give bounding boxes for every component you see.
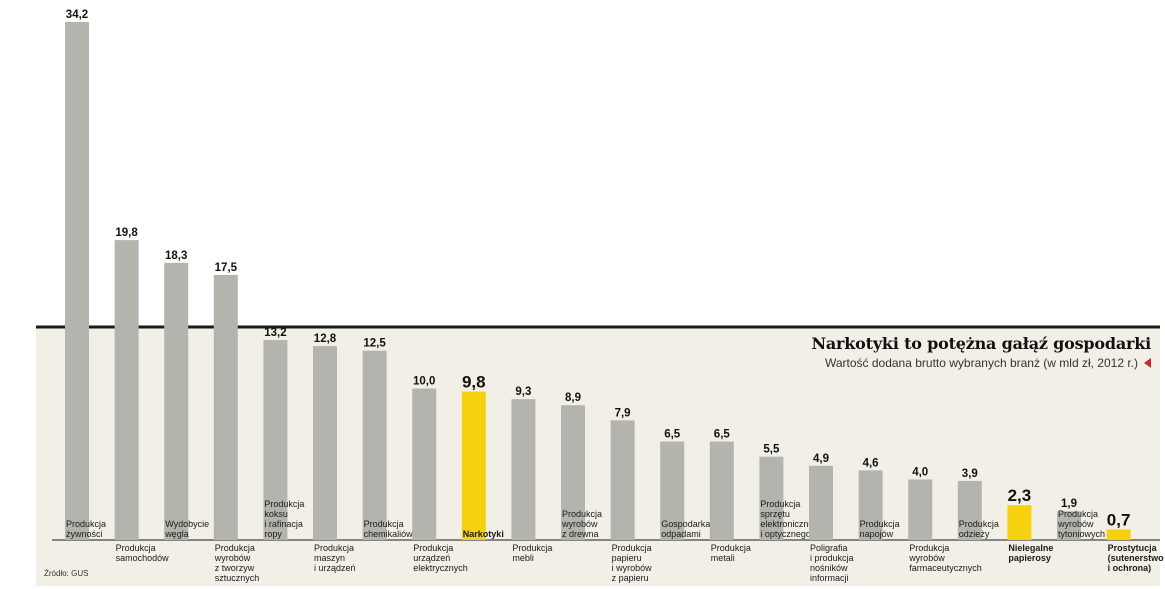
value-label-9: 9,8 [462,373,486,392]
value-label-8: 10,0 [413,376,435,388]
value-label-1: 34,2 [66,9,88,21]
category-label-18: Produkcja wyrobów farmaceutycznych [908,543,982,573]
value-label-16: 4,9 [813,453,829,465]
bar-14 [709,441,734,540]
category-label-13: Gospodarka odpadami [661,519,710,539]
chart-subtitle-row: Wartość dodana brutto wybranych branż (w… [811,356,1151,370]
value-label-12: 7,9 [615,407,631,419]
bar-8 [412,388,437,540]
title-block: Narkotyki to potężna gałąź gospodarki Wa… [811,334,1151,370]
bar-9 [461,391,486,540]
bar-16 [809,465,833,540]
bar-2 [114,240,139,540]
bar-11 [561,405,585,540]
triangle-pointer-icon [1144,358,1151,368]
bars-layer: 34,2 Produkcja żywności 19,8 Produkcja samoch… [65,9,1164,583]
category-label-11: Produkcja wyrobów z drewna [561,509,602,539]
bar-6 [313,346,337,540]
chart-subtitle: Wartość dodana brutto wybranych branż (w… [824,356,1138,370]
bar-19 [957,480,982,540]
category-label-16: Poligrafia i produkcja nośników informacji [810,543,854,583]
bar-18 [908,479,933,540]
value-label-19: 3,9 [962,468,978,480]
value-label-10: 9,3 [515,386,531,398]
value-label-20: 2,3 [1008,486,1032,505]
value-label-13: 6,5 [664,429,681,441]
chart-title: Narkotyki to potężna gałąź gospodarki [811,334,1151,353]
category-label-20: Nielegalne papierosy [1008,543,1053,563]
category-label-2: Produkcja samochodów [116,543,170,563]
value-label-3: 18,3 [165,250,187,262]
category-label-21: Produkcja wyrobów tytoniowych [1057,509,1105,539]
category-label-7: Produkcja chemikaliów [364,519,414,539]
bar-13 [660,441,685,540]
bar-20 [1007,505,1032,540]
bar-1 [65,22,89,540]
value-label-7: 12,5 [363,338,386,350]
category-label-10: Produkcja mebli [512,543,552,563]
value-label-21: 1,9 [1061,498,1077,510]
value-label-5: 13,2 [264,327,286,339]
category-label-14: Produkcja metali [711,543,751,563]
value-label-22: 0,7 [1107,510,1131,529]
category-label-22: Prostytucja (sutenerstwo i ochrona) [1108,543,1165,573]
category-label-12: Produkcja papieru i wyrobów z papieru [612,543,653,583]
category-label-8: Produkcja urządzeń elektrycznych [413,543,468,573]
category-label-6: Produkcja maszyn i urządzeń [314,543,356,573]
bar-4 [213,274,238,540]
bar-15 [759,456,784,540]
value-label-18: 4,0 [912,466,928,478]
bar-12 [610,420,635,540]
value-label-15: 5,5 [763,444,780,456]
value-label-17: 4,6 [863,457,879,469]
category-label-15: Produkcja sprzętu elektronicznego i optyczn… [760,499,823,539]
category-label-3: Wydobycie węgla [164,519,209,539]
bar-7 [362,350,387,540]
category-label-17: Produkcja napojów [860,519,900,539]
value-label-4: 17,5 [215,262,238,274]
source-note: Źródło: GUS [44,569,89,578]
category-label-5: Produkcja koksu i rafinacja ropy [264,499,304,539]
bar-3 [164,262,189,540]
category-label-4: Produkcja wyrobów z tworzyw sztucznych [214,543,260,583]
bar-5 [263,340,288,540]
bar-10 [511,399,536,540]
value-label-6: 12,8 [314,333,337,345]
value-label-14: 6,5 [714,429,731,441]
category-label-19: Produkcja odzieży [959,519,999,539]
bar-21 [1057,511,1081,540]
category-label-1: Produkcja żywności [66,519,106,539]
value-label-2: 19,8 [115,227,138,239]
category-label-9: Narkotyki [463,529,504,539]
bar-17 [858,470,883,540]
value-label-11: 8,9 [565,392,581,404]
bar-22 [1106,529,1131,540]
